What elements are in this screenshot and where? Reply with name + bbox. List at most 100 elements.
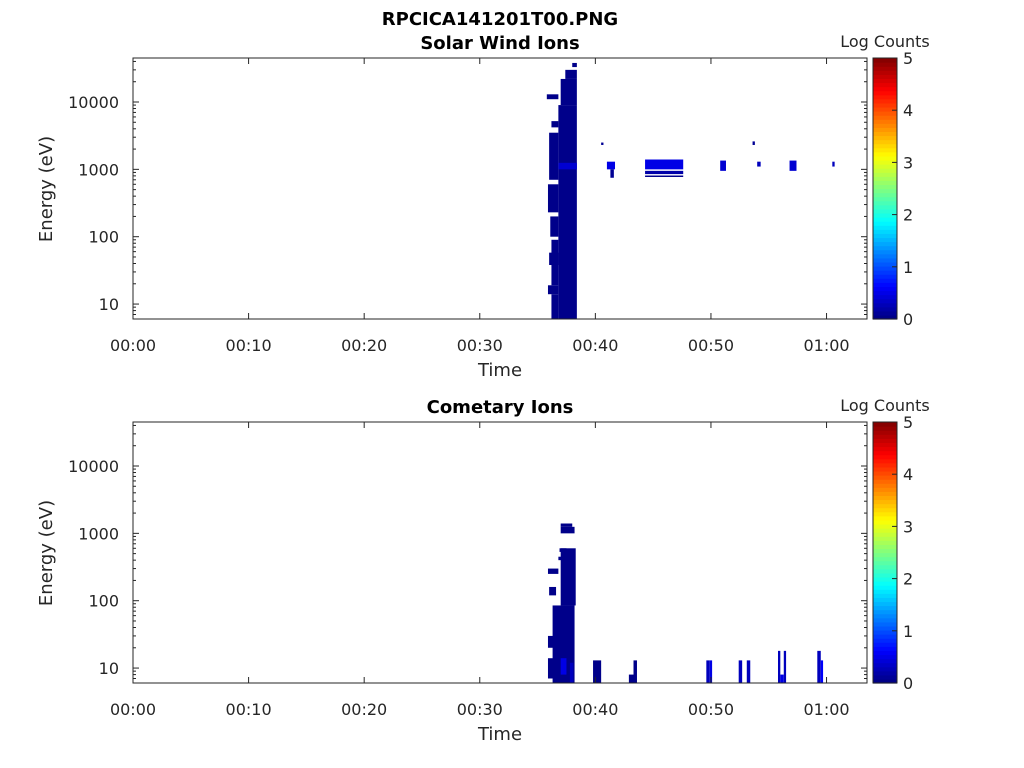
colorbar-segment <box>873 568 897 574</box>
heatmap-cell <box>547 184 559 213</box>
heatmap-cell <box>789 160 797 171</box>
heatmap-cell <box>706 660 710 683</box>
heatmap-cell <box>645 170 684 175</box>
colorbar-segment <box>873 180 897 186</box>
x-tick-label: 01:00 <box>803 700 849 719</box>
colorbar-tick-label: 2 <box>903 206 913 225</box>
y-tick-label: 10000 <box>68 457 119 476</box>
colorbar-segment <box>873 94 897 100</box>
colorbar-segment <box>873 621 897 627</box>
colorbar-segment <box>873 503 897 509</box>
y-axis-ticks: 10 100 1000 10000 <box>68 457 867 678</box>
colorbar-segment <box>873 135 897 141</box>
colorbar-tick-label: 0 <box>903 674 913 693</box>
colorbar-segment <box>873 200 897 206</box>
heatmap-cell <box>560 78 577 106</box>
panel-title: Solar Wind Ions <box>420 33 579 54</box>
heatmap-cell <box>752 141 755 145</box>
colorbar-segment <box>873 430 897 435</box>
colorbar-tick-label: 3 <box>903 517 913 536</box>
colorbar-segment <box>873 466 897 472</box>
colorbar-segment <box>873 446 897 452</box>
colorbar-segment <box>873 507 897 513</box>
colorbar-segment <box>873 265 897 271</box>
colorbar-segment <box>873 536 897 541</box>
colorbar-segment <box>873 90 897 96</box>
heatmap-cell <box>593 660 602 683</box>
panel-title: Cometary Ions <box>427 397 574 418</box>
colorbar-segment <box>873 544 897 550</box>
spectrogram-cells <box>546 62 835 319</box>
heatmap-cell <box>550 216 559 237</box>
colorbar-segment <box>873 609 897 615</box>
heatmap-cell <box>746 660 751 683</box>
x-tick-label: 00:10 <box>226 700 272 719</box>
y-tick-label: 10000 <box>68 93 119 112</box>
colorbar-segment <box>873 662 897 668</box>
heatmap-cell <box>832 161 835 167</box>
plot-area <box>133 58 867 319</box>
colorbar-tick-label: 0 <box>903 310 913 329</box>
figure-title: RPCICA141201T00.PNG <box>382 9 618 30</box>
colorbar-segment <box>873 450 897 456</box>
y-tick-label: 100 <box>88 592 119 611</box>
colorbar-segment <box>873 257 897 263</box>
colorbar-tick-label: 5 <box>903 49 913 68</box>
colorbar-segment <box>873 123 897 128</box>
colorbar-segment <box>873 434 897 439</box>
colorbar-segment <box>873 475 897 480</box>
heatmap-cell <box>565 69 577 79</box>
x-tick-label: 00:50 <box>688 700 734 719</box>
colorbar-segment <box>873 229 897 234</box>
y-tick-label: 1000 <box>78 524 119 543</box>
colorbar-segment <box>873 106 897 112</box>
colorbar-segment <box>873 278 897 283</box>
colorbar-segment <box>873 98 897 104</box>
heatmap-cell <box>628 674 635 683</box>
colorbar-segment <box>873 111 897 116</box>
x-tick-label: 00:20 <box>341 336 387 355</box>
colorbar-segment <box>873 212 897 218</box>
heatmap-cell <box>820 660 824 683</box>
colorbar-segment <box>873 286 897 292</box>
colorbar-segment <box>873 188 897 194</box>
colorbar-segment <box>873 310 897 316</box>
colorbar-segment <box>873 282 897 287</box>
y-tick-label: 10 <box>99 659 119 678</box>
spectrogram-cells <box>547 523 824 683</box>
x-axis-ticks: 00:00 00:10 00:20 00:30 00:40 00:50 01:00 <box>110 58 850 355</box>
heatmap-cell <box>560 658 567 675</box>
x-tick-label: 00:30 <box>457 336 503 355</box>
colorbar-segment <box>873 540 897 545</box>
colorbar-segment <box>873 127 897 133</box>
colorbar-segment <box>873 605 897 611</box>
colorbar-segment <box>873 638 897 643</box>
colorbar-tick-label: 5 <box>903 413 913 432</box>
colorbar-segment <box>873 454 897 460</box>
colorbar-segment <box>873 548 897 554</box>
x-tick-label: 00:30 <box>457 700 503 719</box>
heatmap-cell <box>645 175 684 177</box>
colorbar-segment <box>873 115 897 120</box>
colorbar-segment <box>873 70 897 75</box>
colorbar-segment <box>873 58 897 63</box>
colorbar-segment <box>873 629 897 635</box>
colorbar-segment <box>873 658 897 664</box>
x-axis-label: Time <box>477 360 522 381</box>
heatmap-cell <box>547 568 559 574</box>
colorbar-segment <box>873 314 897 320</box>
heatmap-cell <box>601 142 604 145</box>
colorbar-segment <box>873 143 897 149</box>
colorbar-segment <box>873 556 897 562</box>
colorbar-segment <box>873 119 897 124</box>
colorbar-segment <box>873 650 897 656</box>
colorbar-segment <box>873 422 897 427</box>
colorbar-segment <box>873 245 897 251</box>
heatmap-cell <box>549 252 559 266</box>
heatmap-cell <box>549 132 559 180</box>
colorbar-segment <box>873 139 897 145</box>
colorbar-segment <box>873 625 897 631</box>
x-axis-label: Time <box>477 724 522 745</box>
heatmap-cell <box>551 294 559 319</box>
